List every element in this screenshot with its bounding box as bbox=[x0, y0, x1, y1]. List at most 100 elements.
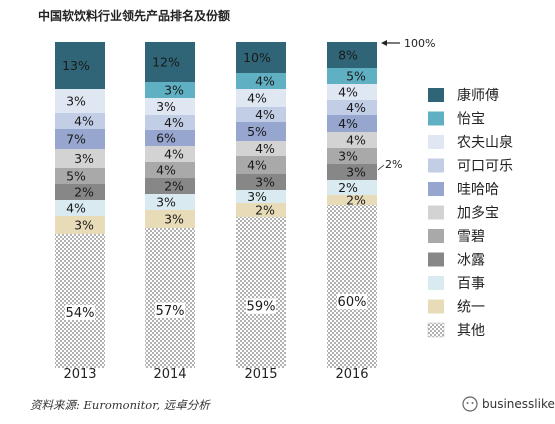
bar-segment bbox=[236, 42, 286, 73]
data-label-bg bbox=[65, 305, 95, 321]
watermark-text: businesslike bbox=[482, 397, 555, 411]
annotation-100: 100% bbox=[404, 37, 435, 50]
data-label: 5% bbox=[346, 69, 366, 84]
data-label: 3% bbox=[164, 212, 184, 227]
legend-label: 怡宝 bbox=[457, 112, 485, 128]
bar-segment bbox=[145, 162, 195, 178]
bar-segment bbox=[327, 205, 377, 368]
data-label: 4% bbox=[247, 158, 267, 173]
legend-label: 冰露 bbox=[457, 253, 485, 269]
data-label: 3% bbox=[346, 165, 366, 180]
data-label: 2% bbox=[74, 185, 94, 200]
data-label: 4% bbox=[338, 85, 358, 100]
legend-label: 雪碧 bbox=[457, 229, 485, 245]
data-label-bg bbox=[155, 302, 185, 318]
bar-segment bbox=[55, 149, 105, 168]
data-label: 57% bbox=[156, 304, 185, 319]
bar-segment bbox=[145, 194, 195, 210]
data-label: 3% bbox=[338, 149, 358, 164]
annotation-2: 2% bbox=[385, 158, 402, 171]
bar-segment bbox=[145, 146, 195, 162]
data-label: 4% bbox=[255, 141, 275, 156]
data-label: 5% bbox=[66, 169, 86, 184]
bar-segment bbox=[327, 42, 377, 68]
bar-segment bbox=[145, 82, 195, 98]
data-label-bg bbox=[337, 294, 367, 310]
data-label: 4% bbox=[74, 114, 94, 129]
x-tick-label: 2016 bbox=[335, 367, 368, 382]
legend-swatch bbox=[427, 322, 445, 338]
data-label: 3% bbox=[66, 94, 86, 109]
legend-swatch bbox=[428, 229, 444, 243]
data-label: 3% bbox=[156, 195, 176, 210]
data-label: 3% bbox=[74, 218, 94, 233]
data-label: 4% bbox=[346, 133, 366, 148]
x-tick-label: 2013 bbox=[63, 367, 96, 382]
data-label: 2% bbox=[164, 179, 184, 194]
legend-swatch bbox=[428, 158, 444, 173]
bar-segment bbox=[145, 178, 195, 194]
bar-segment bbox=[327, 132, 377, 148]
bar-segment bbox=[236, 122, 286, 141]
data-label: 3% bbox=[156, 99, 176, 114]
data-label: 4% bbox=[255, 107, 275, 122]
data-label: 54% bbox=[66, 306, 95, 321]
bar-segment bbox=[55, 42, 105, 89]
data-label: 4% bbox=[164, 147, 184, 162]
bars-group: 13%3%4%7%3%5%2%4%3%54%12%3%3%4%6%4%4%2%3… bbox=[55, 42, 377, 368]
arrow-head bbox=[381, 40, 387, 46]
bar-segment bbox=[55, 184, 105, 200]
legend-label: 可口可乐 bbox=[457, 159, 513, 175]
bar-segment bbox=[236, 203, 286, 217]
bar-segment bbox=[55, 113, 105, 129]
legend-swatch bbox=[428, 135, 444, 149]
bar-segment bbox=[236, 174, 286, 190]
data-label: 3% bbox=[164, 83, 184, 98]
legend-swatch bbox=[428, 252, 444, 267]
data-label: 8% bbox=[338, 48, 358, 63]
legend-swatch bbox=[428, 299, 444, 314]
data-label: 4% bbox=[247, 91, 267, 106]
chart-title: 中国软饮料行业领先产品排名及份额 bbox=[38, 8, 230, 23]
legend-label: 康师傅 bbox=[457, 87, 499, 104]
leader-2 bbox=[377, 164, 385, 171]
legend-label: 其他 bbox=[457, 323, 485, 339]
data-label: 2% bbox=[338, 180, 358, 195]
data-label: 3% bbox=[74, 151, 94, 166]
data-label: 59% bbox=[247, 300, 276, 315]
bar-segment bbox=[236, 156, 286, 174]
data-label: 12% bbox=[152, 55, 180, 70]
bar-segment bbox=[327, 180, 377, 195]
bar-segment bbox=[327, 148, 377, 164]
bar-segment bbox=[327, 68, 377, 84]
data-label: 3% bbox=[255, 175, 275, 190]
data-label: 10% bbox=[243, 50, 271, 65]
bar-segment bbox=[55, 168, 105, 184]
bar-segment bbox=[327, 84, 377, 100]
bar-segment bbox=[236, 190, 286, 203]
data-label: 5% bbox=[247, 124, 267, 139]
wechat-icon bbox=[462, 396, 478, 412]
legend-label: 百事 bbox=[457, 276, 485, 292]
data-label: 4% bbox=[346, 100, 366, 115]
legend-label: 加多宝 bbox=[457, 205, 499, 222]
data-label: 4% bbox=[164, 115, 184, 130]
bar-segment bbox=[327, 100, 377, 115]
bar-segment bbox=[145, 98, 195, 115]
bar-segment bbox=[145, 115, 195, 130]
legend-swatch bbox=[428, 111, 444, 126]
data-label: 4% bbox=[66, 201, 86, 216]
legend-swatch bbox=[428, 182, 444, 196]
bar-segment bbox=[236, 89, 286, 107]
bar-segment bbox=[327, 195, 377, 205]
x-axis-ticks: 2013 2014 2015 2016 bbox=[63, 367, 368, 382]
legend-label: 统一 bbox=[457, 300, 485, 316]
x-tick-label: 2014 bbox=[153, 367, 186, 382]
legend-swatch bbox=[428, 205, 444, 220]
source-note: 资料来源: Euromonitor, 远卓分析 bbox=[30, 398, 211, 412]
data-label: 13% bbox=[62, 58, 90, 73]
data-label: 7% bbox=[66, 132, 86, 147]
x-tick-label: 2015 bbox=[244, 367, 277, 382]
